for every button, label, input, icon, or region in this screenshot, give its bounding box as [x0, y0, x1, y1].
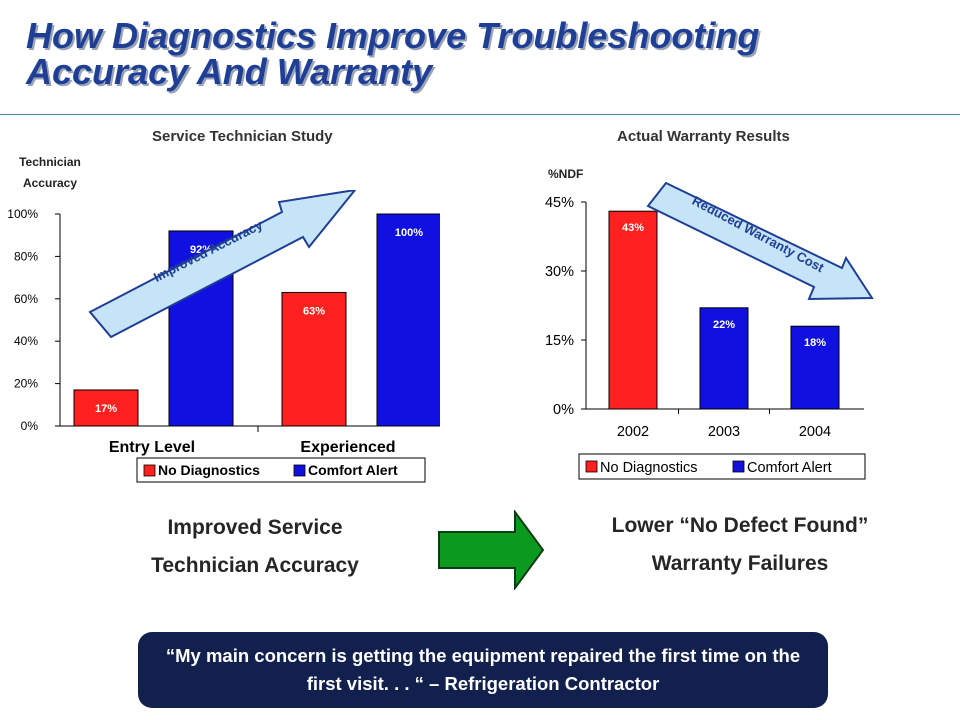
- right-chart: 0% 15% 30% 45% 2002 2003 2004 43% 22% 18% Reduce…: [545, 182, 874, 480]
- reduced-warranty-arrow: Reduced Warranty Cost: [646, 182, 874, 301]
- legend-label-comfort-alert: Comfort Alert: [308, 462, 398, 478]
- right-caption: Lower “No Defect Found” Warranty Failure…: [560, 507, 920, 583]
- right-axis-note: %NDF: [548, 167, 584, 181]
- x-category-label: 2002: [617, 424, 649, 440]
- legend-label-comfort-alert: Comfort Alert: [747, 460, 832, 476]
- quote-box: “My main concern is getting the equipmen…: [138, 632, 828, 708]
- bar-data-label: 22%: [713, 319, 735, 331]
- right-caption-line1: Lower “No Defect Found”: [611, 514, 869, 537]
- legend-label-no-diagnostics: No Diagnostics: [158, 462, 260, 478]
- bar-data-label: 63%: [303, 305, 325, 317]
- y-tick-label: 0%: [553, 402, 574, 418]
- x-category-label: Experienced: [300, 439, 395, 456]
- y-tick-label: 60%: [14, 292, 38, 306]
- bar-comfort-alert: [699, 307, 749, 410]
- left-caption-line2: Technician Accuracy: [151, 554, 359, 577]
- x-category-label: Entry Level: [109, 439, 195, 456]
- title-divider: [0, 114, 960, 115]
- left-caption: Improved Service Technician Accuracy: [105, 509, 405, 585]
- bar-no-diagnostics: [73, 389, 139, 427]
- x-category-label: 2003: [708, 424, 740, 440]
- left-axis-note-line2: Accuracy: [22, 176, 78, 190]
- left-legend: No Diagnostics Comfort Alert: [136, 457, 426, 483]
- bar-data-label: 17%: [95, 403, 117, 415]
- left-chart: 0% 20% 40% 60% 80% 100% Entry Level Experienced…: [7, 190, 440, 483]
- left-chart-subtitle: Service Technician Study: [152, 128, 333, 145]
- right-legend: No Diagnostics Comfort Alert: [578, 453, 866, 480]
- quote-text: “My main concern is getting the equipmen…: [165, 645, 801, 694]
- bar-data-label: 43%: [622, 222, 644, 234]
- legend-swatch-no-diagnostics: [585, 460, 598, 473]
- y-tick-label: 40%: [14, 334, 38, 348]
- y-tick-label: 45%: [545, 195, 574, 211]
- y-tick-label: 20%: [14, 377, 38, 391]
- y-tick-label: 80%: [14, 249, 38, 263]
- bar-data-label: 100%: [395, 227, 423, 239]
- bar-comfort-alert: [376, 213, 440, 427]
- legend-label-no-diagnostics: No Diagnostics: [600, 460, 698, 476]
- right-chart-subtitle: Actual Warranty Results: [617, 128, 790, 145]
- y-tick-label: 0%: [21, 419, 39, 433]
- legend-swatch-comfort-alert: [293, 464, 306, 477]
- x-category-label: 2004: [799, 424, 831, 440]
- y-tick-label: 100%: [7, 207, 38, 221]
- left-axis-note-line1: Technician: [19, 155, 81, 169]
- bar-data-label: 18%: [804, 337, 826, 349]
- bar-no-diagnostics: [608, 210, 658, 410]
- bar-comfort-alert: [790, 325, 840, 410]
- green-right-arrow-icon: [438, 510, 545, 590]
- bar-no-diagnostics: [281, 291, 347, 427]
- legend-swatch-comfort-alert: [732, 460, 745, 473]
- slide-title: How Diagnostics Improve Troubleshooting …: [26, 15, 760, 92]
- y-tick-label: 15%: [545, 333, 574, 349]
- y-tick-label: 30%: [545, 264, 574, 280]
- left-caption-line1: Improved Service: [167, 516, 343, 539]
- left-axis-note: Technician Accuracy: [10, 152, 90, 194]
- legend-swatch-no-diagnostics: [143, 464, 156, 477]
- right-caption-line2: Warranty Failures: [651, 552, 829, 575]
